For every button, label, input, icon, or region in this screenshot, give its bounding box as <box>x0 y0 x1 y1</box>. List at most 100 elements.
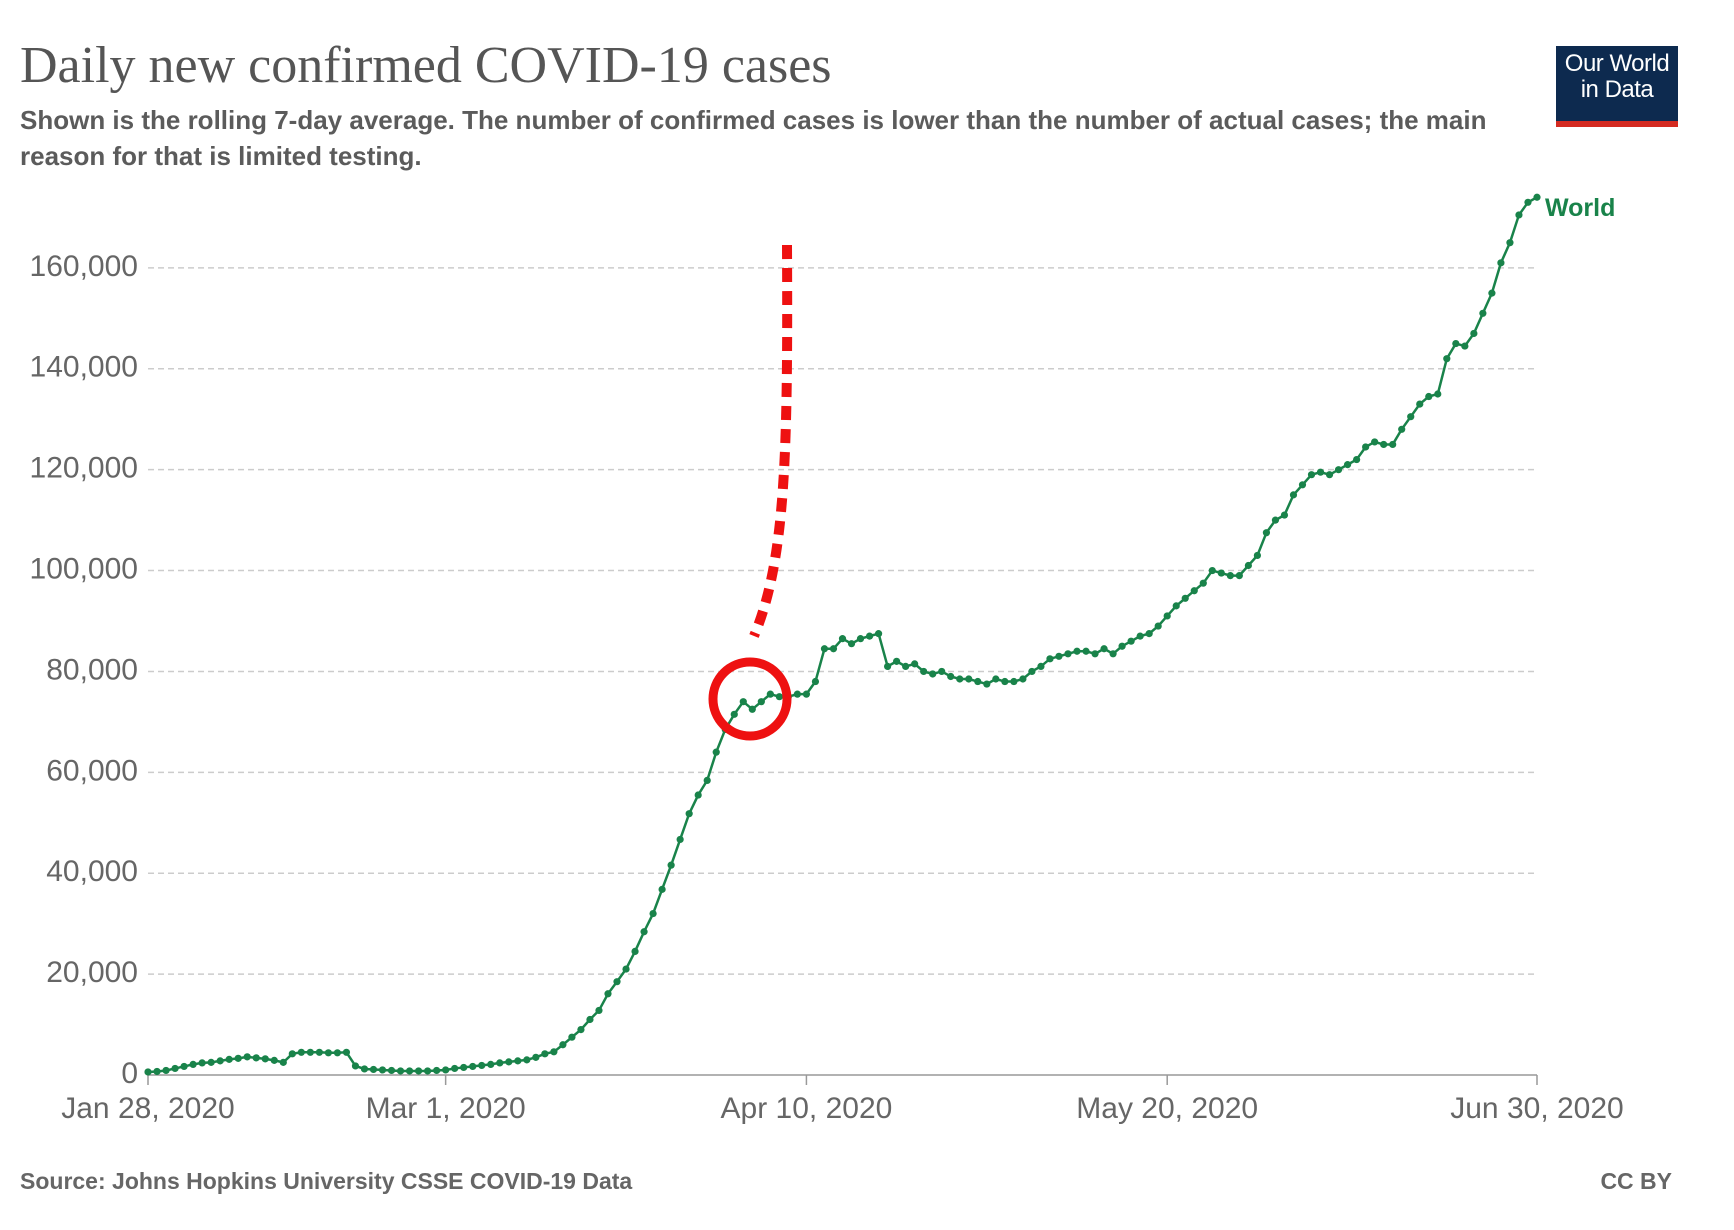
data-point <box>613 978 621 986</box>
data-point <box>631 947 639 956</box>
source: Source: Johns Hopkins University CSSE CO… <box>20 1168 633 1194</box>
x-tick-label: Mar 1, 2020 <box>366 1092 526 1125</box>
series-line <box>147 196 1538 1074</box>
data-point <box>279 1058 287 1066</box>
logo[interactable]: Our World in Data <box>1556 46 1678 127</box>
data-point <box>243 1053 251 1061</box>
data-point <box>387 1066 396 1075</box>
data-point <box>595 1006 603 1015</box>
data-point <box>1208 566 1216 575</box>
data-point <box>1325 471 1334 479</box>
data-point <box>1416 400 1424 408</box>
data-point <box>856 635 865 643</box>
data-point <box>1073 647 1081 655</box>
data-point <box>1235 572 1243 580</box>
data-point <box>902 662 910 671</box>
x-tick-label: May 20, 2020 <box>1076 1092 1258 1125</box>
data-point <box>1082 647 1090 655</box>
data-point <box>288 1050 296 1058</box>
data-point <box>793 690 802 698</box>
data-point <box>1226 572 1234 580</box>
data-point <box>1190 587 1198 595</box>
data-point <box>1425 392 1433 401</box>
data-point <box>550 1048 558 1056</box>
y-tick-label: 60,000 <box>46 754 138 787</box>
data-point <box>865 632 874 640</box>
data-point <box>1163 612 1171 620</box>
x-tick-label: Jan 28, 2020 <box>61 1092 234 1125</box>
data-point <box>883 662 892 671</box>
data-point <box>378 1066 387 1074</box>
data-point <box>541 1050 549 1058</box>
data-point <box>604 990 612 998</box>
data-point <box>1262 529 1271 537</box>
data-point <box>306 1048 314 1056</box>
data-point <box>487 1060 495 1069</box>
data-point <box>333 1049 342 1057</box>
data-point <box>676 835 684 844</box>
data-point <box>1389 440 1397 449</box>
data-point <box>965 675 973 683</box>
data-point <box>1064 650 1072 658</box>
data-point <box>1046 655 1054 663</box>
data-point <box>424 1067 432 1075</box>
data-point <box>405 1067 414 1075</box>
data-point <box>1380 440 1388 449</box>
data-point <box>342 1048 351 1056</box>
data-point <box>1028 667 1036 676</box>
data-point <box>829 645 838 653</box>
data-point <box>532 1053 540 1061</box>
data-point <box>1353 455 1361 464</box>
data-point <box>1091 650 1099 658</box>
data-point <box>802 690 811 698</box>
data-point <box>775 693 783 701</box>
data-point <box>1136 632 1144 640</box>
data-point <box>1371 438 1379 446</box>
data-point <box>1524 198 1532 206</box>
data-point <box>712 748 720 756</box>
logo-line: Our World <box>1564 50 1670 77</box>
data-point <box>324 1049 332 1057</box>
annotation-circle <box>708 657 792 741</box>
data-point <box>478 1061 486 1070</box>
data-point <box>559 1041 567 1049</box>
data-point <box>1452 339 1460 348</box>
data-point <box>685 810 693 818</box>
data-point <box>198 1059 206 1067</box>
data-point <box>694 791 702 799</box>
data-point <box>162 1066 170 1075</box>
data-point <box>1181 594 1189 602</box>
y-tick-label: 120,000 <box>30 452 138 485</box>
data-point <box>360 1065 369 1073</box>
data-point <box>920 667 928 676</box>
data-point <box>1055 652 1063 660</box>
data-point <box>838 635 847 643</box>
data-point <box>297 1048 305 1056</box>
y-tick-label: 160,000 <box>30 250 138 283</box>
data-point <box>234 1054 242 1062</box>
data-point <box>938 667 946 676</box>
data-point <box>947 672 955 681</box>
data-point <box>505 1058 513 1066</box>
license[interactable]: CC BY <box>1600 1168 1672 1194</box>
x-tick-label: Jun 30, 2020 <box>1450 1092 1623 1125</box>
y-tick-label: 140,000 <box>30 351 138 384</box>
data-point <box>1109 650 1117 658</box>
data-point <box>225 1055 233 1063</box>
logo-line: in Data <box>1580 76 1654 103</box>
data-point <box>757 698 765 706</box>
data-point <box>640 928 648 936</box>
data-point <box>1127 637 1135 645</box>
data-point <box>396 1067 405 1075</box>
data-point <box>622 965 630 973</box>
data-point <box>216 1057 224 1065</box>
data-point <box>1199 579 1207 587</box>
data-point <box>1506 239 1514 247</box>
data-point <box>1037 662 1045 671</box>
data-point <box>433 1066 441 1075</box>
data-point <box>261 1055 269 1063</box>
data-point <box>252 1054 260 1062</box>
annotation-arrow <box>749 244 793 638</box>
data-point <box>658 885 666 893</box>
